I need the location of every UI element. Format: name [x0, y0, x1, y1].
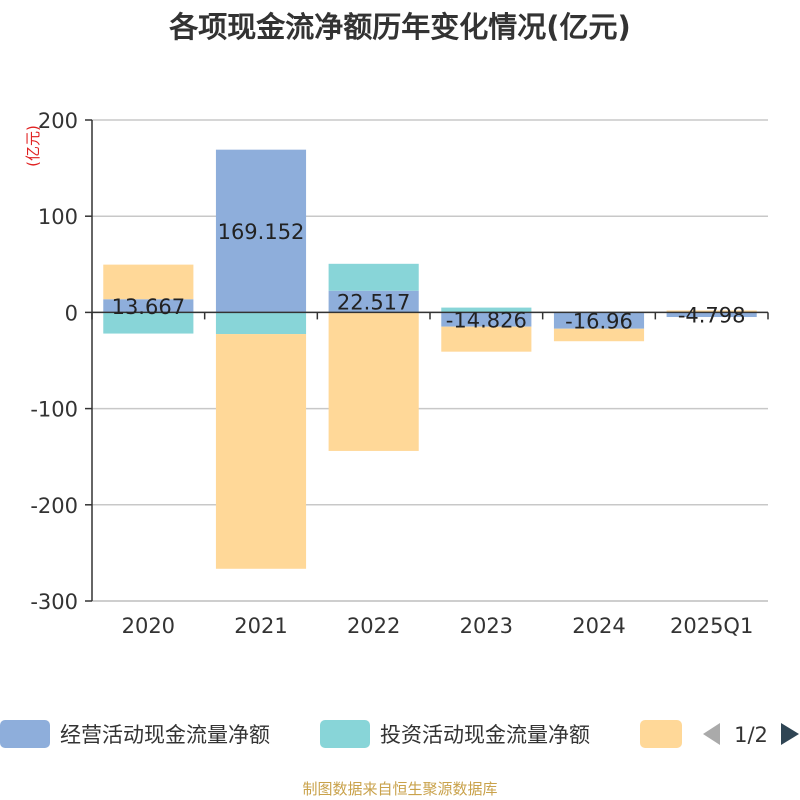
bar-2-2023 — [441, 307, 532, 313]
y-tick-label: -100 — [30, 398, 78, 422]
legend-item-operating[interactable]: 经营活动现金流量净额 — [0, 720, 270, 748]
x-tick-label: 2021 — [234, 614, 287, 638]
y-tick-label: -200 — [30, 494, 78, 518]
legend-label-operating: 经营活动现金流量净额 — [60, 723, 270, 747]
legend-item-investing[interactable]: 投资活动现金流量净额 — [320, 720, 590, 748]
legend-item-financing[interactable] — [640, 720, 682, 748]
data-source-note: 制图数据来自恒生聚源数据库 — [302, 780, 498, 798]
bar-3-2021 — [215, 334, 307, 569]
bar-2-2020 — [103, 312, 194, 334]
bar-3-2020 — [103, 264, 194, 300]
bar-1-2021 — [215, 149, 307, 313]
bar-1-2022 — [328, 290, 419, 313]
x-tick-label: 2022 — [347, 614, 400, 638]
legend-page-indicator: 1/2 — [734, 723, 768, 747]
bar-1-2020 — [103, 299, 194, 313]
bar-1-2025Q1 — [666, 312, 757, 318]
legend: 经营活动现金流量净额 投资活动现金流量净额 1/2 — [0, 720, 799, 748]
legend-swatch-operating — [0, 720, 50, 748]
data-label: -16.96 — [565, 310, 633, 334]
triangle-left-icon[interactable] — [703, 723, 720, 745]
x-tick-label: 2025Q1 — [670, 614, 753, 638]
y-tick-label: 200 — [38, 109, 78, 133]
y-tick-label: -300 — [30, 590, 78, 614]
bar-3-2022 — [328, 312, 419, 451]
triangle-right-icon[interactable] — [781, 723, 799, 745]
x-tick-label: 2024 — [572, 614, 625, 638]
y-tick-label: 100 — [38, 205, 78, 229]
data-label: 13.667 — [112, 295, 185, 319]
bar-2-2021 — [215, 312, 307, 335]
data-label: 22.517 — [337, 291, 410, 315]
legend-label-investing: 投资活动现金流量净额 — [380, 723, 590, 747]
grid — [92, 119, 768, 602]
data-label: -4.798 — [678, 304, 746, 328]
bar-3-2023 — [441, 326, 532, 352]
y-tick-labels: 200 100 0 -100 -200 -300 — [30, 109, 78, 614]
y-axis-label: (亿元) — [24, 125, 42, 167]
bar-1-2023 — [441, 312, 532, 327]
bar-1-2024 — [553, 312, 645, 329]
x-tick-labels: 2020 2021 2022 2023 2024 2025Q1 — [122, 614, 754, 638]
data-labels: 13.667 169.152 22.517 -14.826 -16.96 -4.798 — [112, 220, 746, 334]
x-tick-label: 2020 — [122, 614, 175, 638]
bar-2-2022 — [328, 263, 419, 291]
legend-swatch-financing — [640, 720, 682, 748]
chart-title: 各项现金流净额历年变化情况(亿元) — [168, 10, 631, 44]
legend-swatch-investing — [320, 720, 370, 748]
bar-3-2025Q1 — [666, 310, 757, 313]
data-label: 169.152 — [218, 220, 305, 244]
axes — [85, 119, 769, 602]
data-label: -14.826 — [446, 309, 527, 333]
y-tick-label: 0 — [65, 301, 78, 325]
bars — [103, 149, 757, 569]
x-tick-label: 2023 — [460, 614, 513, 638]
bar-3-2024 — [553, 328, 645, 342]
